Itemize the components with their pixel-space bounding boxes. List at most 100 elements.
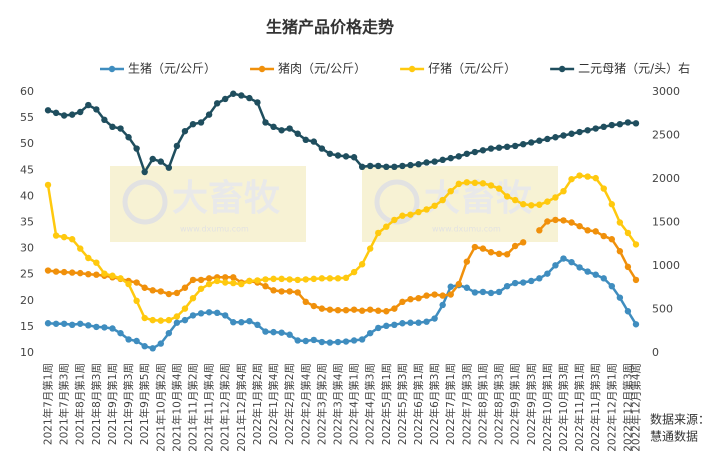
point: [544, 198, 551, 205]
point: [44, 320, 52, 327]
point: [286, 288, 293, 295]
y-tick-label: 10: [20, 346, 34, 359]
point: [213, 100, 221, 107]
point: [584, 227, 591, 234]
point: [52, 320, 60, 327]
y-tick-label: 40: [20, 189, 34, 202]
y-tick-label: 45: [20, 163, 34, 176]
point: [157, 317, 164, 324]
point: [189, 312, 197, 319]
point: [205, 309, 213, 316]
x-tick-label: 2022年9月第3周: [525, 363, 538, 445]
x-tick-label: 2022年12月第3周: [621, 363, 634, 452]
point: [520, 239, 527, 246]
point: [455, 153, 462, 160]
x-tick-label: 2022年10月第1周: [541, 363, 554, 452]
point: [93, 259, 100, 266]
point: [600, 232, 607, 240]
point: [624, 119, 632, 126]
point: [246, 277, 253, 285]
point: [342, 338, 350, 345]
legend-marker: [408, 65, 416, 73]
y-tick-label: 20: [20, 294, 34, 307]
point: [205, 111, 213, 118]
x-tick-label: 2021年10月第4周: [170, 363, 183, 452]
point: [302, 276, 309, 283]
legend-marker: [558, 65, 566, 73]
point: [77, 245, 84, 252]
point: [326, 306, 334, 313]
point: [471, 289, 479, 296]
point: [165, 329, 173, 337]
y2-tick-label: 0: [652, 346, 659, 359]
x-tick-label: 2022年6月第3周: [428, 363, 441, 445]
point: [101, 116, 108, 124]
point: [358, 336, 366, 343]
series-line: [47, 92, 637, 175]
point: [157, 158, 164, 165]
point: [592, 271, 599, 278]
point: [399, 212, 406, 219]
point: [487, 145, 495, 152]
point: [230, 274, 237, 281]
point: [254, 277, 261, 284]
point: [495, 185, 503, 192]
y2-tick-label: 1000: [652, 259, 680, 272]
point: [560, 255, 567, 262]
point: [415, 208, 422, 216]
point: [528, 202, 535, 209]
y-tick-label: 30: [20, 242, 34, 255]
point: [624, 229, 632, 237]
point: [624, 263, 632, 271]
x-tick-label: 2021年12月第4周: [235, 363, 248, 452]
point: [350, 268, 358, 276]
point: [310, 336, 318, 344]
point: [399, 298, 406, 306]
point: [447, 291, 454, 298]
point: [447, 283, 454, 290]
point: [286, 331, 293, 338]
point: [294, 337, 301, 344]
point: [544, 270, 551, 277]
point: [495, 144, 503, 151]
point: [375, 307, 382, 314]
point: [68, 111, 76, 118]
point: [568, 175, 575, 183]
y2-tick-label: 2500: [652, 129, 680, 142]
point: [487, 289, 495, 297]
point: [576, 264, 583, 271]
x-tick-label: 2021年9月第1周: [106, 363, 119, 445]
point: [222, 274, 229, 281]
x-tick-label: 2022年12月第1周: [605, 363, 618, 452]
point: [503, 193, 511, 200]
legend-marker: [108, 65, 116, 73]
point: [552, 216, 559, 224]
x-tick-label: 2022年5月第1周: [380, 363, 393, 445]
point: [60, 320, 68, 327]
point: [544, 218, 551, 225]
legend-label: 仔猪（元/公斤）: [428, 62, 516, 76]
point: [181, 284, 189, 291]
point: [125, 134, 132, 141]
point: [52, 109, 60, 117]
point: [391, 305, 398, 312]
x-tick-label: 2022年12月第4周: [629, 363, 642, 452]
point: [431, 315, 438, 322]
point: [149, 287, 156, 294]
point: [632, 276, 640, 284]
legend-item: 生猪（元/公斤）: [100, 62, 216, 76]
point: [608, 121, 616, 129]
point: [278, 275, 285, 283]
y2-tick-label: 500: [652, 303, 673, 316]
point: [552, 134, 559, 141]
y-tick-label: 60: [20, 85, 34, 98]
point: [189, 276, 197, 284]
point: [302, 298, 309, 306]
point: [278, 127, 285, 134]
point: [439, 301, 446, 309]
point: [560, 217, 567, 224]
x-tick-label: 2022年4月第1周: [348, 363, 361, 445]
point: [197, 276, 205, 284]
point: [238, 319, 245, 326]
point: [310, 138, 318, 145]
